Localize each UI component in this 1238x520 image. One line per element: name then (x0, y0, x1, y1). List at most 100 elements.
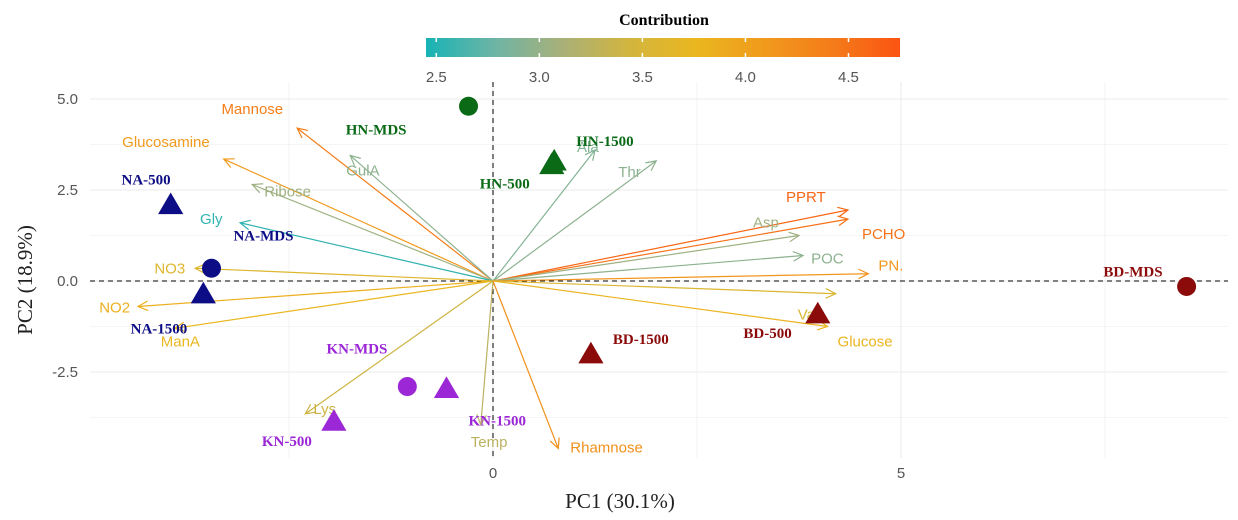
colorbar (426, 38, 900, 57)
arrow-poc (492, 254, 804, 282)
variable-label-pprt: PPRT (786, 189, 826, 206)
arrowhead-pprt (837, 206, 850, 218)
arrowhead-pn (858, 268, 870, 280)
observation-label-na-500: NA-500 (122, 173, 171, 189)
arrowhead-thr (645, 160, 658, 171)
point-kn-500 (321, 409, 347, 431)
arrow-lys (304, 280, 494, 415)
observation-label-hn-500: HN-500 (480, 177, 530, 193)
observation-label-na-1500: NA-1500 (131, 322, 188, 338)
variable-label-ribose: Ribose (264, 184, 311, 201)
variable-label-temp: Temp (471, 434, 508, 451)
arrowhead-lys (304, 403, 317, 415)
variable-label-no3: NO3 (154, 260, 185, 277)
y-tick-label: 0.0 (57, 273, 78, 290)
observation-label-kn-1500: KN-1500 (468, 413, 526, 429)
arrowhead-no3 (193, 263, 206, 274)
arrow-gly (239, 222, 494, 282)
arrow-pcho (492, 218, 849, 282)
y-axis-ticks: 5.0 2.5 0.0 -2.5 (52, 91, 78, 381)
point-bd-mds (1177, 276, 1197, 296)
colorbar-ticks: 2.5 3.0 3.5 4.0 4.5 (426, 38, 859, 86)
variable-label-glucose: Glucose (838, 334, 893, 351)
point-bd-500 (805, 301, 831, 324)
arrow-glucose (492, 280, 828, 328)
arrowhead-ala (584, 148, 596, 161)
variable-label-pn: PN. (878, 258, 903, 275)
variable-label-glucosamine: Glucosamine (122, 134, 210, 151)
x-axis-title: PC1 (30.1%) (565, 489, 675, 513)
observation-label-bd-500: BD-500 (743, 326, 791, 342)
arrow-temp (480, 280, 494, 425)
arrow-gula (349, 154, 494, 282)
observation-label-na-mds: NA-MDS (233, 228, 293, 244)
arrowhead-no2 (136, 300, 149, 312)
colorbar-tick-label: 4.0 (735, 69, 756, 86)
variable-label-pcho: PCHO (862, 226, 905, 243)
variable-label-thr: Thr (618, 164, 641, 181)
arrowhead-mana (173, 321, 186, 333)
arrow-asp (492, 234, 800, 282)
arrowhead-val (825, 288, 838, 299)
point-na-500 (158, 192, 184, 215)
colorbar-tick-label: 3.5 (632, 69, 653, 86)
variable-label-gly: Gly (200, 211, 223, 228)
arrowhead-ribose (250, 183, 264, 194)
arrow-pprt (492, 209, 849, 282)
variable-label-ala: Ala (577, 139, 599, 156)
arrowhead-asp (788, 231, 801, 243)
variable-label-gula: GulA (346, 162, 379, 179)
observation-labels: HN-MDS HN-1500 HN-500 NA-500 NA-MDS NA-1500 BD… (122, 122, 1163, 450)
arrowhead-gly (238, 219, 251, 231)
observation-label-kn-500: KN-500 (262, 434, 312, 450)
arrowhead-rhamnose (549, 437, 560, 450)
y-tick-label: -2.5 (52, 364, 78, 381)
arrow-pn (492, 273, 869, 282)
arrow-val (492, 280, 836, 295)
variable-label-asp: Asp (753, 215, 779, 232)
observation-label-bd-mds: BD-MDS (1103, 264, 1162, 280)
colorbar-tick-label: 4.5 (838, 69, 859, 86)
arrow-rhamnose (492, 280, 559, 449)
colorbar-tick-label: 3.0 (529, 69, 550, 86)
arrowhead-gula (349, 154, 361, 166)
observation-label-kn-mds: KN-MDS (326, 342, 387, 358)
arrow-thr (492, 160, 657, 282)
arrow-no3 (195, 267, 494, 282)
legend: Contribution 2.5 3.0 3.5 4.0 4.5 (426, 12, 900, 86)
observation-label-bd-1500: BD-1500 (613, 332, 669, 348)
point-hn-mds (459, 96, 479, 116)
y-tick-label: 5.0 (57, 91, 78, 108)
observation-points (158, 96, 1197, 431)
legend-title: Contribution (619, 12, 709, 29)
point-na-1500 (190, 281, 216, 304)
point-kn-1500 (433, 376, 460, 398)
grid (90, 82, 1228, 458)
point-hn-500 (539, 152, 565, 175)
variable-label-lys: Lys (313, 401, 336, 418)
y-axis-title: PC2 (18.9%) (13, 225, 37, 335)
arrowhead-pcho (837, 215, 850, 227)
variable-label-no2: NO2 (99, 299, 130, 316)
x-tick-label: 0 (489, 465, 497, 482)
point-kn-mds (397, 377, 417, 397)
arrow-glucosamine (223, 158, 494, 282)
arrow-mannose (296, 127, 494, 282)
arrow-ala (492, 149, 596, 282)
variable-arrows: Mannose Glucosamine GulA Ribose Gly NO3 NO2 Man… (99, 101, 905, 456)
variable-label-mana: ManA (161, 333, 200, 350)
arrowhead-glucosamine (222, 158, 235, 168)
arrowhead-temp (476, 414, 487, 427)
variable-label-poc: POC (811, 251, 844, 268)
x-tick-label: 5 (897, 465, 905, 482)
observation-label-hn-1500: HN-1500 (576, 134, 634, 150)
arrow-mana (174, 280, 494, 329)
variable-label-mannose: Mannose (221, 101, 283, 118)
y-tick-label: 2.5 (57, 182, 78, 199)
colorbar-tick-label: 2.5 (426, 69, 447, 86)
point-bd-1500 (578, 341, 604, 364)
arrowhead-mannose (296, 127, 309, 139)
point-na-mds (201, 258, 221, 278)
